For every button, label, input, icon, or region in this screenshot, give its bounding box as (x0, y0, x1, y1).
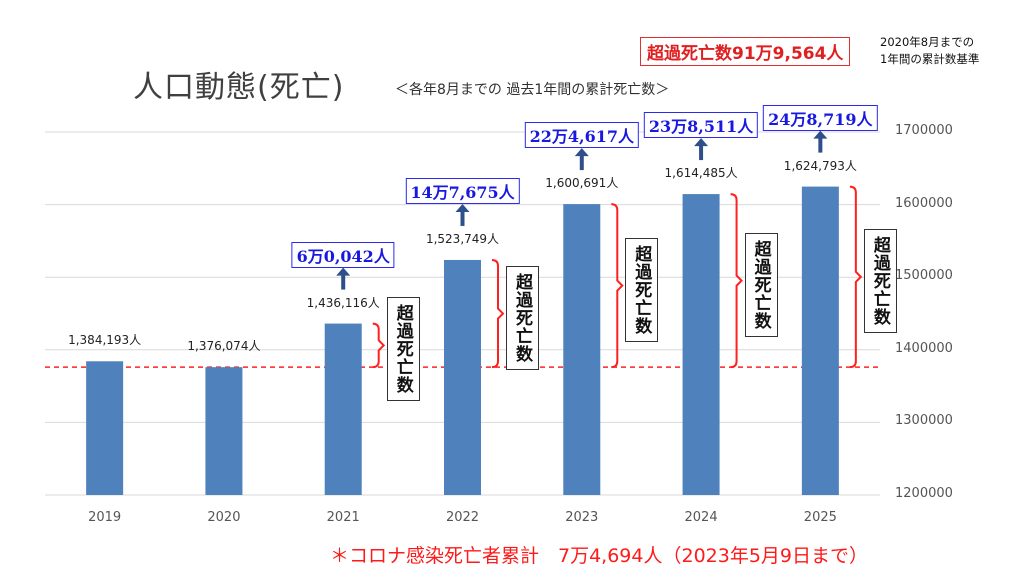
x-tick-label: 2022 (445, 510, 480, 525)
excess-death-label: 24万8,719人 (763, 104, 878, 131)
excess-bracket (372, 322, 386, 369)
bar (563, 204, 601, 495)
excess-death-label: 6万0,042人 (291, 241, 395, 268)
bar (205, 367, 243, 495)
data-label: 1,436,116人 (306, 295, 380, 310)
excess-death-label: 22万4,617人 (524, 122, 639, 149)
chart-subtitle: ＜各年8月までの 過去1年間の累計死亡数＞ (395, 82, 670, 98)
excess-vertical-label: 超過死亡数 (744, 232, 778, 337)
excess-bracket (491, 258, 505, 369)
excess-vertical-label: 超過死亡数 (625, 237, 659, 342)
bar (682, 194, 720, 495)
x-tick-label: 2021 (326, 510, 360, 525)
bar (324, 323, 362, 495)
data-label: 1,523,749人 (425, 231, 500, 246)
baseline-note-line2: 1年間の累計数基準 (880, 52, 980, 66)
excess-arrow-head (455, 203, 470, 212)
y-tick-label: 1200000 (895, 486, 953, 501)
y-tick-label: 1700000 (895, 123, 953, 138)
excess-arrow-head (813, 130, 828, 139)
bar (444, 259, 481, 495)
data-label: 1,624,793人 (783, 158, 857, 173)
excess-bracket (611, 203, 624, 369)
excess-arrow-head (336, 267, 351, 276)
baseline-note: 2020年8月までの 1年間の累計数基準 (880, 34, 979, 68)
data-label: 1,376,074人 (187, 339, 261, 354)
chart-title: 人口動態(死亡) (133, 70, 345, 105)
data-label: 1,614,485人 (664, 166, 738, 181)
x-tick-label: 2023 (565, 510, 599, 525)
excess-vertical-label: 超過死亡数 (863, 228, 897, 333)
excess-arrow-head (574, 148, 589, 157)
bar (86, 361, 124, 495)
data-label: 1,384,193人 (68, 333, 142, 348)
total-excess-label: 超過死亡数91万9,564人 (640, 37, 851, 66)
excess-arrow-head (694, 138, 709, 147)
bar (801, 186, 839, 495)
y-tick-label: 1400000 (895, 340, 953, 356)
excess-vertical-label: 超過死亡数 (506, 265, 539, 370)
data-label: 1,600,691人 (545, 176, 619, 191)
excess-death-label: 23万8,511人 (643, 112, 759, 139)
excess-death-label: 14万7,675人 (405, 177, 520, 204)
x-tick-label: 2024 (684, 510, 718, 525)
covid-death-note: ＊コロナ感染死亡者累計 7万4,694人（2023年5月9日まで） (330, 545, 869, 567)
excess-vertical-label: 超過死亡数 (386, 297, 420, 402)
y-tick-label: 1500000 (895, 268, 953, 284)
y-tick-label: 1300000 (895, 413, 953, 429)
x-tick-label: 2019 (88, 510, 122, 525)
x-tick-label: 2025 (803, 510, 837, 525)
excess-bracket (849, 185, 863, 369)
y-tick-label: 1600000 (895, 195, 953, 211)
baseline-note-line1: 2020年8月までの (880, 35, 975, 49)
excess-bracket (730, 193, 743, 369)
x-tick-label: 2020 (207, 510, 241, 525)
